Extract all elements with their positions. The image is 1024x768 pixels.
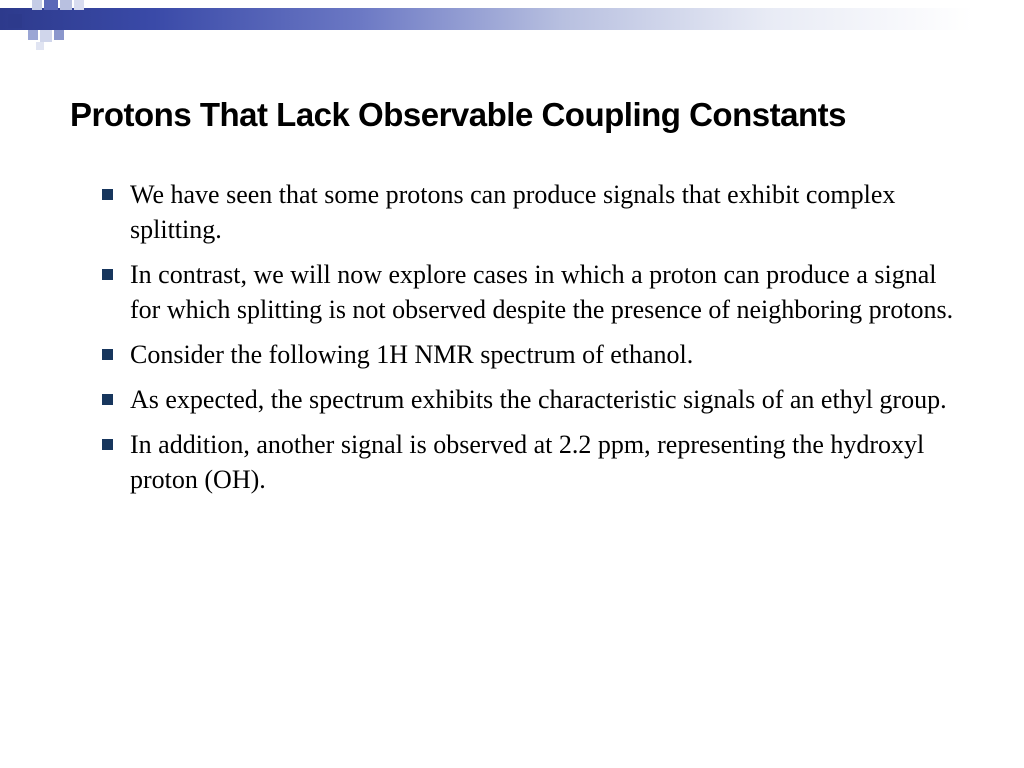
slide-header-decoration bbox=[0, 0, 1024, 45]
pixel-square bbox=[44, 0, 58, 10]
pixel-square bbox=[28, 30, 38, 40]
bullet-item: In contrast, we will now explore cases i… bbox=[102, 257, 954, 327]
pixel-square bbox=[60, 0, 72, 10]
bullet-item: Consider the following 1H NMR spectrum o… bbox=[102, 337, 954, 372]
bullet-item: We have seen that some protons can produ… bbox=[102, 177, 954, 247]
bullet-list: We have seen that some protons can produ… bbox=[70, 177, 954, 498]
slide-content: Protons That Lack Observable Coupling Co… bbox=[70, 95, 954, 507]
bullet-item: As expected, the spectrum exhibits the c… bbox=[102, 382, 954, 417]
pixel-square bbox=[54, 30, 64, 40]
pixel-square bbox=[32, 0, 42, 10]
gradient-bar bbox=[0, 8, 1024, 30]
pixel-square bbox=[36, 42, 44, 50]
slide-title: Protons That Lack Observable Coupling Co… bbox=[70, 95, 954, 135]
pixel-square bbox=[8, 14, 22, 28]
bullet-item: In addition, another signal is observed … bbox=[102, 427, 954, 497]
pixel-square bbox=[40, 30, 52, 42]
pixel-square bbox=[74, 0, 84, 10]
